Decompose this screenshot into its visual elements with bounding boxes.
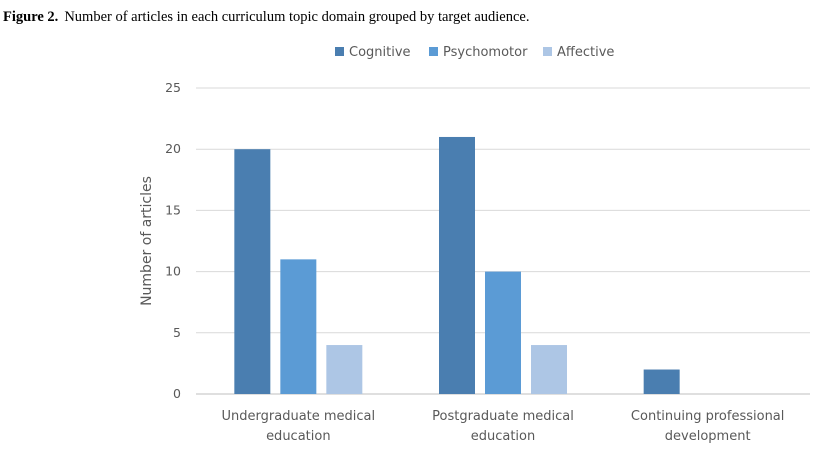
x-axis-categories: Undergraduate medical education Postgradua… (222, 409, 785, 444)
figure-caption: Figure 2. Number of articles in each curr… (3, 9, 530, 26)
chart-legend: Cognitive Psychomotor Affective (335, 45, 614, 60)
legend-swatch-affective (543, 47, 552, 56)
x-category-label: Postgraduate medical (432, 409, 574, 424)
legend-swatch-cognitive (335, 47, 344, 56)
x-category-label: Undergraduate medical (222, 409, 376, 424)
bar-psychomotor-0 (280, 259, 317, 394)
y-tick-label: 25 (165, 80, 181, 95)
bar-psychomotor-1 (485, 271, 521, 394)
figure-caption-text: Number of articles in each curriculum to… (64, 9, 530, 25)
y-axis-ticks: 0 5 10 15 20 25 (165, 80, 181, 401)
y-tick-label: 0 (173, 386, 181, 401)
legend-label-psychomotor: Psychomotor (443, 45, 528, 60)
chart-bars (234, 136, 680, 394)
bar-cognitive-2 (643, 369, 680, 394)
x-category-label: Continuing professional (631, 409, 784, 424)
legend-label-affective: Affective (557, 45, 614, 60)
figure-label: Figure 2. (3, 9, 59, 25)
y-tick-label: 10 (165, 264, 181, 279)
y-tick-label: 15 (165, 202, 181, 217)
bar-affective-1 (531, 345, 567, 394)
x-category-label: education (471, 429, 536, 444)
y-axis-label: Number of articles (139, 176, 155, 306)
legend-swatch-psychomotor (429, 47, 438, 56)
y-tick-label: 5 (173, 325, 181, 340)
bar-cognitive-0 (234, 149, 271, 394)
x-category-label: education (266, 429, 331, 444)
x-category-label: development (665, 429, 751, 444)
bar-cognitive-1 (439, 136, 475, 394)
y-tick-label: 20 (165, 141, 181, 156)
bar-affective-0 (326, 345, 363, 394)
legend-label-cognitive: Cognitive (349, 45, 411, 60)
